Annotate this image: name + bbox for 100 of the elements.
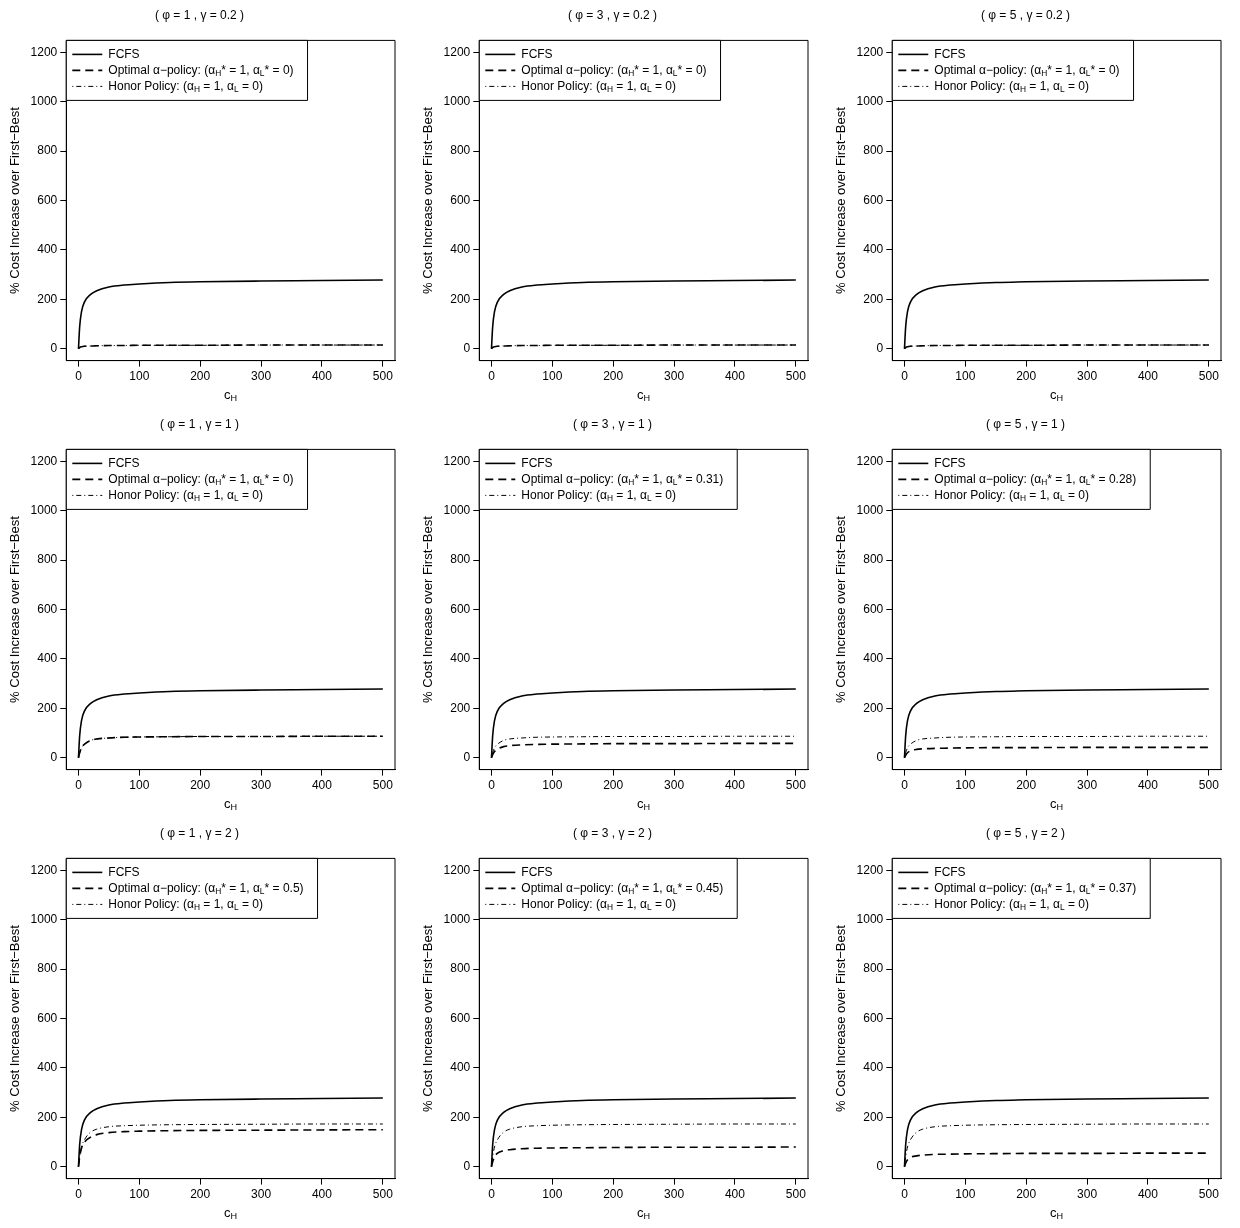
y-tick-label: 400 — [863, 242, 884, 257]
x-tick-label: 500 — [785, 369, 807, 384]
y-tick-label: 1000 — [443, 93, 471, 108]
chart-title: ( φ = 3 , γ = 1 ) — [572, 416, 653, 431]
x-tick-label: 300 — [1077, 778, 1098, 793]
legend-label: FCFS — [108, 864, 140, 879]
x-tick-label: 500 — [1198, 369, 1220, 384]
y-axis-title: % Cost Increase over First−Best — [420, 924, 436, 1112]
legend-label: FCFS — [934, 455, 966, 470]
y-tick-label: 200 — [450, 700, 471, 715]
y-tick-label: 1200 — [443, 44, 471, 59]
chart-title: ( φ = 5 , γ = 0.2 ) — [980, 7, 1071, 22]
y-tick-label: 400 — [863, 1060, 884, 1075]
x-tick-label: 300 — [1077, 1187, 1098, 1202]
legend-label: FCFS — [521, 455, 553, 470]
x-tick-label: 200 — [1016, 1187, 1037, 1202]
y-axis-title: % Cost Increase over First−Best — [420, 106, 436, 294]
y-tick-label: 1200 — [30, 453, 58, 468]
y-tick-label: 800 — [450, 961, 471, 976]
y-tick-label: 400 — [450, 1060, 471, 1075]
x-tick-label: 300 — [664, 369, 685, 384]
y-tick-label: 600 — [37, 601, 58, 616]
y-tick-label: 1200 — [856, 862, 884, 877]
x-tick-label: 500 — [785, 778, 807, 793]
x-tick-label: 0 — [901, 778, 909, 793]
x-tick-label: 500 — [1198, 1187, 1220, 1202]
x-tick-label: 200 — [1016, 369, 1037, 384]
chart-title: ( φ = 3 , γ = 0.2 ) — [567, 7, 658, 22]
y-axis-title: % Cost Increase over First−Best — [833, 106, 849, 294]
x-tick-label: 100 — [129, 369, 150, 384]
chart-title: ( φ = 1 , γ = 2 ) — [159, 825, 240, 840]
y-axis-title: % Cost Increase over First−Best — [833, 924, 849, 1112]
x-tick-label: 100 — [129, 778, 150, 793]
x-tick-label: 100 — [955, 1187, 976, 1202]
x-tick-label: 400 — [311, 1187, 333, 1202]
y-tick-label: 0 — [50, 750, 58, 765]
y-tick-label: 800 — [863, 143, 884, 158]
chart-title: ( φ = 1 , γ = 1 ) — [159, 416, 240, 431]
y-tick-label: 1000 — [856, 93, 884, 108]
x-tick-label: 400 — [311, 369, 333, 384]
y-tick-label: 800 — [37, 552, 58, 567]
chart-title: ( φ = 5 , γ = 2 ) — [985, 825, 1066, 840]
x-tick-label: 400 — [1137, 1187, 1159, 1202]
legend-label: FCFS — [521, 864, 553, 879]
x-tick-label: 0 — [901, 369, 909, 384]
x-tick-label: 300 — [251, 778, 272, 793]
x-tick-label: 200 — [190, 778, 211, 793]
y-tick-label: 0 — [876, 750, 884, 765]
y-tick-label: 200 — [450, 291, 471, 306]
x-tick-label: 300 — [251, 369, 272, 384]
y-tick-label: 600 — [450, 192, 471, 207]
y-axis-title: % Cost Increase over First−Best — [833, 515, 849, 703]
y-tick-label: 600 — [450, 601, 471, 616]
y-tick-label: 1200 — [30, 44, 58, 59]
x-tick-label: 300 — [664, 778, 685, 793]
x-tick-label: 500 — [372, 369, 394, 384]
x-tick-label: 500 — [1198, 778, 1220, 793]
y-axis-title: % Cost Increase over First−Best — [7, 106, 23, 294]
y-tick-label: 0 — [50, 341, 58, 356]
y-tick-label: 0 — [463, 750, 471, 765]
x-tick-label: 200 — [603, 1187, 624, 1202]
x-tick-label: 200 — [1016, 778, 1037, 793]
y-tick-label: 200 — [863, 291, 884, 306]
y-tick-label: 800 — [863, 552, 884, 567]
y-tick-label: 1000 — [30, 502, 58, 517]
x-tick-label: 400 — [311, 778, 333, 793]
x-tick-label: 200 — [603, 778, 624, 793]
y-tick-label: 0 — [50, 1159, 58, 1174]
x-tick-label: 200 — [190, 1187, 211, 1202]
x-tick-label: 100 — [542, 1187, 563, 1202]
x-tick-label: 0 — [75, 778, 83, 793]
legend-label: FCFS — [934, 46, 966, 61]
chart-title: ( φ = 5 , γ = 1 ) — [985, 416, 1066, 431]
legend-label: FCFS — [521, 46, 553, 61]
y-tick-label: 1000 — [30, 911, 58, 926]
y-tick-label: 200 — [863, 700, 884, 715]
y-tick-label: 1000 — [30, 93, 58, 108]
x-tick-label: 400 — [1137, 778, 1159, 793]
x-tick-label: 300 — [251, 1187, 272, 1202]
y-tick-label: 400 — [37, 1060, 58, 1075]
x-tick-label: 0 — [488, 778, 496, 793]
y-tick-label: 600 — [863, 601, 884, 616]
y-tick-label: 400 — [37, 242, 58, 257]
x-tick-label: 0 — [901, 1187, 909, 1202]
x-tick-label: 300 — [1077, 369, 1098, 384]
y-tick-label: 600 — [37, 192, 58, 207]
y-axis-title: % Cost Increase over First−Best — [7, 515, 23, 703]
y-tick-label: 1200 — [856, 453, 884, 468]
x-tick-label: 0 — [75, 1187, 83, 1202]
y-tick-label: 800 — [37, 143, 58, 158]
y-tick-label: 1200 — [443, 862, 471, 877]
x-tick-label: 400 — [724, 1187, 746, 1202]
x-tick-label: 500 — [372, 1187, 394, 1202]
x-tick-label: 100 — [129, 1187, 150, 1202]
y-tick-label: 1200 — [443, 453, 471, 468]
legend-label: FCFS — [934, 864, 966, 879]
legend-label: FCFS — [108, 455, 140, 470]
y-tick-label: 600 — [863, 1010, 884, 1025]
x-tick-label: 100 — [542, 369, 563, 384]
y-tick-label: 800 — [863, 961, 884, 976]
